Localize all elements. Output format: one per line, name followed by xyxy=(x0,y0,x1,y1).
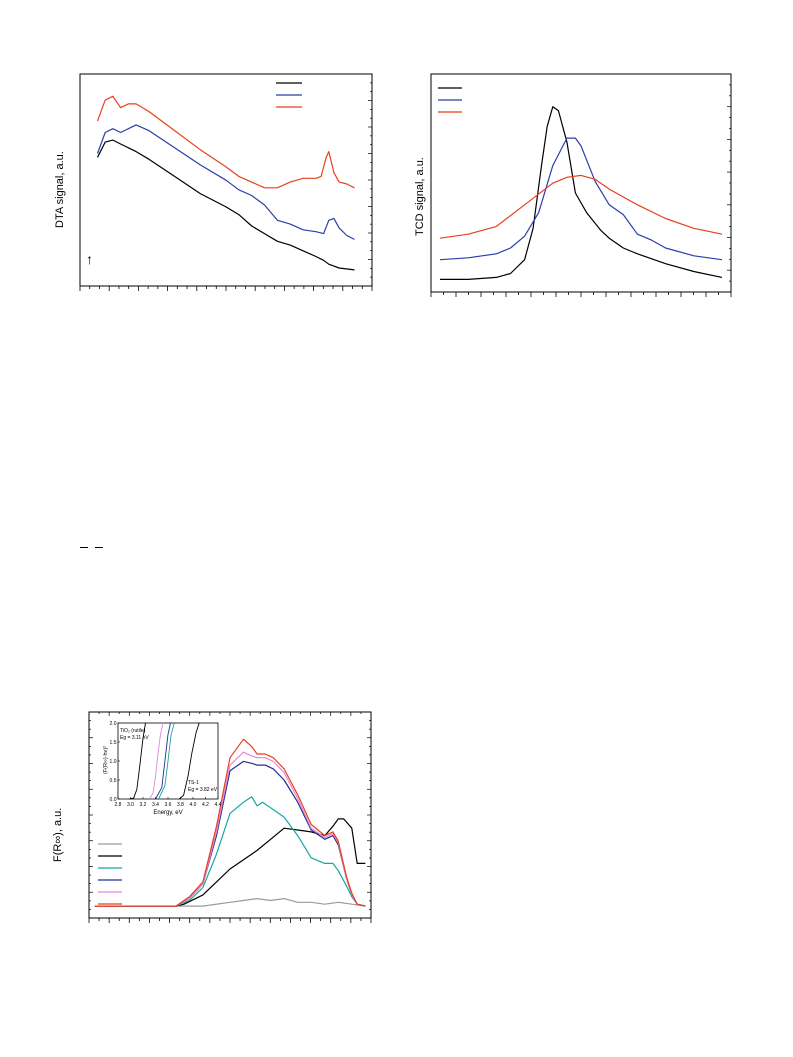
uv-inset-y-tick-label: 0.0 xyxy=(110,797,117,803)
tcd-series-line-2 xyxy=(439,137,723,261)
uv-inset-x-tick-label: 3.4 xyxy=(152,802,159,808)
uv-inset-ts-eg: Eg = 3.82 eV xyxy=(188,787,218,793)
dta-legend xyxy=(276,82,302,108)
uv-inset-ts-name: TS-1 xyxy=(188,780,199,786)
dta-series xyxy=(96,95,355,271)
uv-inset-x-tick-label: 3.6 xyxy=(165,802,172,808)
uv-inset-rutile-eg: Eg = 3.11 eV xyxy=(120,735,149,741)
uv-top-ticks xyxy=(88,712,372,716)
tcd-y-ticks xyxy=(727,73,731,293)
dash-mark-2 xyxy=(95,547,103,548)
uv-series xyxy=(94,738,366,907)
uv-series-line-1 xyxy=(94,898,366,907)
tcd-chart xyxy=(430,73,732,297)
dta-series-line-3 xyxy=(96,95,355,189)
uv-inset-x-tick-label: 2.8 xyxy=(115,802,122,808)
uv-inset-bg xyxy=(114,719,218,797)
dta-y-ticks xyxy=(368,73,372,287)
uv-inset-y-tick-label: 1.0 xyxy=(110,759,117,765)
dta-x-ticks xyxy=(79,286,373,291)
tcd-legend xyxy=(438,87,462,113)
uv-inset-x-tick-label: 3.2 xyxy=(140,802,147,808)
tcd-series xyxy=(439,106,723,280)
uv-inset-rutile-name: TiO₂ (rutile) xyxy=(120,728,146,734)
uv-inset-x-tick-label: 4.0 xyxy=(190,802,197,808)
dash-mark-1 xyxy=(80,547,88,548)
uv-inset-y-tick-label: 2.0 xyxy=(110,721,117,727)
uv-series-line-2 xyxy=(94,818,366,907)
uv-inset-ylabel: (F(R∞)·hν)² xyxy=(103,746,109,774)
uv-inset-y-tick-label: 1.5 xyxy=(110,740,117,746)
uv-inset-x-tick-label: 3.0 xyxy=(127,802,134,808)
tcd-series-line-3 xyxy=(439,174,723,239)
dta-chart: ↑ xyxy=(79,73,373,291)
uv-series-line-6 xyxy=(94,738,366,907)
uv-inset-series-line-4 xyxy=(158,722,175,800)
tcd-x-ticks xyxy=(430,292,732,297)
uv-inset-series-line-5 xyxy=(179,722,200,800)
arrow-icon: ↑ xyxy=(86,251,93,267)
tcd-plot-frame xyxy=(430,73,732,293)
uv-inset-series xyxy=(129,722,200,800)
uv-inset-x-tick-label: 3.8 xyxy=(177,802,184,808)
uv-inset-xlabel: Energy, eV xyxy=(153,810,182,816)
uv-inset-y-tick-label: 0.5 xyxy=(110,778,117,784)
uv-legend xyxy=(98,843,122,905)
tcd-series-line-1 xyxy=(440,106,723,280)
uv-chart: 2.8 3.0 3.2 3.4 3.6 3.8 4.0 4.2 4.4 0.0 0.5 1.0 1.5… xyxy=(88,711,372,923)
uv-inset-series-line-3 xyxy=(155,722,171,800)
uv-series-line-3 xyxy=(94,796,366,907)
uv-inset-x-tick-label: 4.2 xyxy=(202,802,209,808)
uv-x-ticks xyxy=(88,918,372,923)
dta-series-line-2 xyxy=(96,124,355,240)
uv-inset-y-ticks: 0.0 0.5 1.0 1.5 2.0 xyxy=(110,721,120,803)
uv-inset: 2.8 3.0 3.2 3.4 3.6 3.8 4.0 4.2 4.4 0.0 0.5 1.0 1.5… xyxy=(103,719,222,816)
uv-y-ticks xyxy=(89,711,371,919)
uv-inset-series-line-1 xyxy=(129,722,146,800)
dta-series-line-1 xyxy=(96,139,355,271)
uv-inset-x-ticks: 2.8 3.0 3.2 3.4 3.6 3.8 4.0 4.2 4.4 xyxy=(115,797,222,808)
uv-inset-series-line-2 xyxy=(148,722,164,800)
uv-inset-x-tick-label: 4.4 xyxy=(215,802,222,808)
